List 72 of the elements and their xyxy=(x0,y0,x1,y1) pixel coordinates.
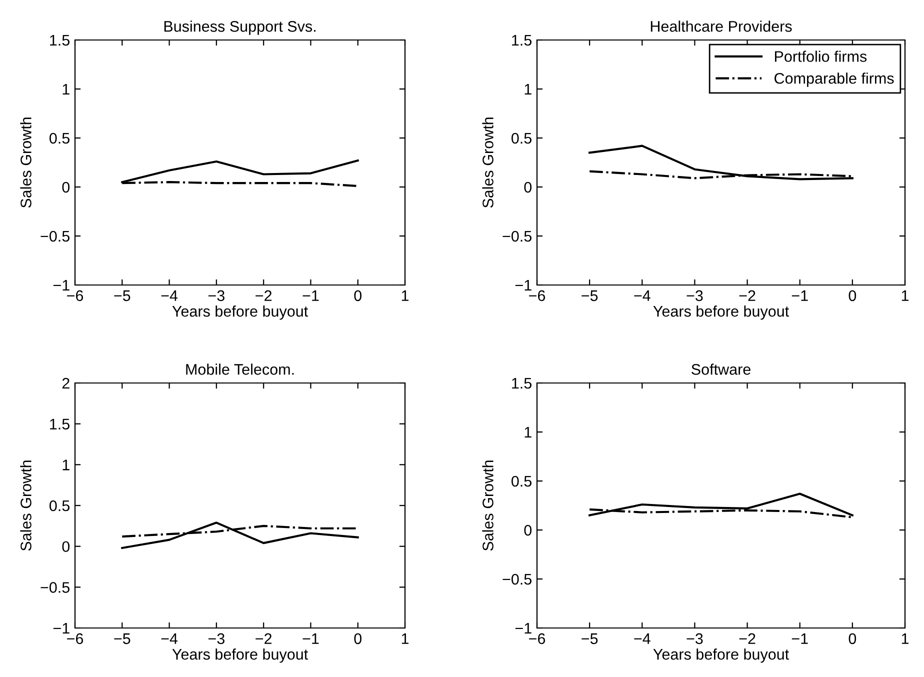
x-tick-label: −5 xyxy=(114,633,130,644)
x-tick-label: −6 xyxy=(529,290,546,302)
y-tick-label: 1 xyxy=(524,84,532,95)
x-axis-title: Years before buyout xyxy=(172,648,308,663)
x-tick-label: −3 xyxy=(686,290,703,302)
x-tick-label: 0 xyxy=(848,633,856,644)
y-tick-label: 0 xyxy=(62,182,70,193)
y-tick-label: −1 xyxy=(53,623,70,634)
x-tick-label: −6 xyxy=(529,633,546,644)
x-tick-label: −1 xyxy=(302,290,319,301)
x-tick-label: −2 xyxy=(256,290,272,301)
y-axis-title: Sales Growth xyxy=(482,460,494,551)
x-tick-label: −5 xyxy=(114,290,130,302)
y-tick-label: 0.5 xyxy=(50,132,70,144)
y-tick-label: 0.5 xyxy=(50,500,70,512)
x-tick-label: 0 xyxy=(354,633,362,644)
x-tick-label: 1 xyxy=(402,290,409,301)
x-tick-label: −2 xyxy=(256,633,272,644)
y-tick-label: 0.5 xyxy=(512,476,532,487)
x-tick-label: 1 xyxy=(902,633,909,644)
y-axis-title: Sales Growth xyxy=(20,118,32,208)
y-tick-label: 1 xyxy=(62,84,70,95)
chart-title: Business Support Svs. xyxy=(164,20,316,35)
line-series xyxy=(121,522,359,550)
legend-label: Portfolio firms xyxy=(775,50,867,62)
x-tick-label: −4 xyxy=(161,290,178,301)
x-axis-title: Years before buyout xyxy=(172,305,308,320)
y-tick-label: −1 xyxy=(515,280,532,291)
x-tick-label: 1 xyxy=(902,290,909,301)
x-tick-label: −1 xyxy=(792,633,808,644)
x-tick-label: −2 xyxy=(739,290,756,301)
y-tick-label: −1 xyxy=(53,280,70,291)
x-tick-label: −6 xyxy=(67,290,84,302)
x-tick-label: −6 xyxy=(67,633,84,644)
chart-title: Mobile Telecom. xyxy=(186,364,294,375)
x-tick-label: −5 xyxy=(582,290,598,302)
y-axis-title: Sales Growth xyxy=(20,460,32,551)
y-tick-label: −1 xyxy=(515,623,532,634)
x-tick-label: −3 xyxy=(686,633,703,644)
y-tick-label: 1 xyxy=(62,460,70,470)
y-tick-label: 1.5 xyxy=(50,418,70,430)
x-tick-label: −2 xyxy=(739,633,756,644)
y-tick-label: −0.5 xyxy=(40,582,70,593)
x-tick-label: −3 xyxy=(208,633,224,644)
x-tick-label: 0 xyxy=(848,290,856,302)
x-axis-title: Years before buyout xyxy=(653,648,789,663)
x-tick-label: 0 xyxy=(354,290,362,302)
y-tick-label: −0.5 xyxy=(502,230,532,242)
x-axis-title: Years before buyout xyxy=(653,305,789,320)
x-tick-label: −4 xyxy=(161,633,178,644)
y-tick-label: 1.5 xyxy=(512,35,532,46)
x-tick-label: −1 xyxy=(302,633,319,644)
x-tick-label: −4 xyxy=(634,633,650,644)
chart-title: Software xyxy=(692,364,750,375)
x-tick-label: 1 xyxy=(402,633,409,644)
y-tick-label: 1.5 xyxy=(50,35,70,46)
y-axis-title: Sales Growth xyxy=(482,118,494,208)
x-tick-label: −3 xyxy=(208,290,224,302)
y-tick-label: 0 xyxy=(524,182,532,193)
y-tick-label: −0.5 xyxy=(40,230,70,242)
x-tick-label: −1 xyxy=(792,290,808,301)
legend-label: Comparable firms xyxy=(774,72,894,87)
y-tick-label: −0.5 xyxy=(502,574,532,585)
x-tick-label: −4 xyxy=(634,290,650,301)
y-tick-label: 0 xyxy=(524,524,532,536)
x-tick-label: −5 xyxy=(582,633,598,644)
y-tick-label: 1 xyxy=(524,427,532,438)
y-tick-label: 2 xyxy=(62,378,70,389)
y-tick-label: 0.5 xyxy=(512,132,532,144)
chart-title: Healthcare Providers xyxy=(650,20,792,32)
y-tick-label: 0 xyxy=(62,541,70,552)
y-tick-label: 1.5 xyxy=(512,378,532,389)
